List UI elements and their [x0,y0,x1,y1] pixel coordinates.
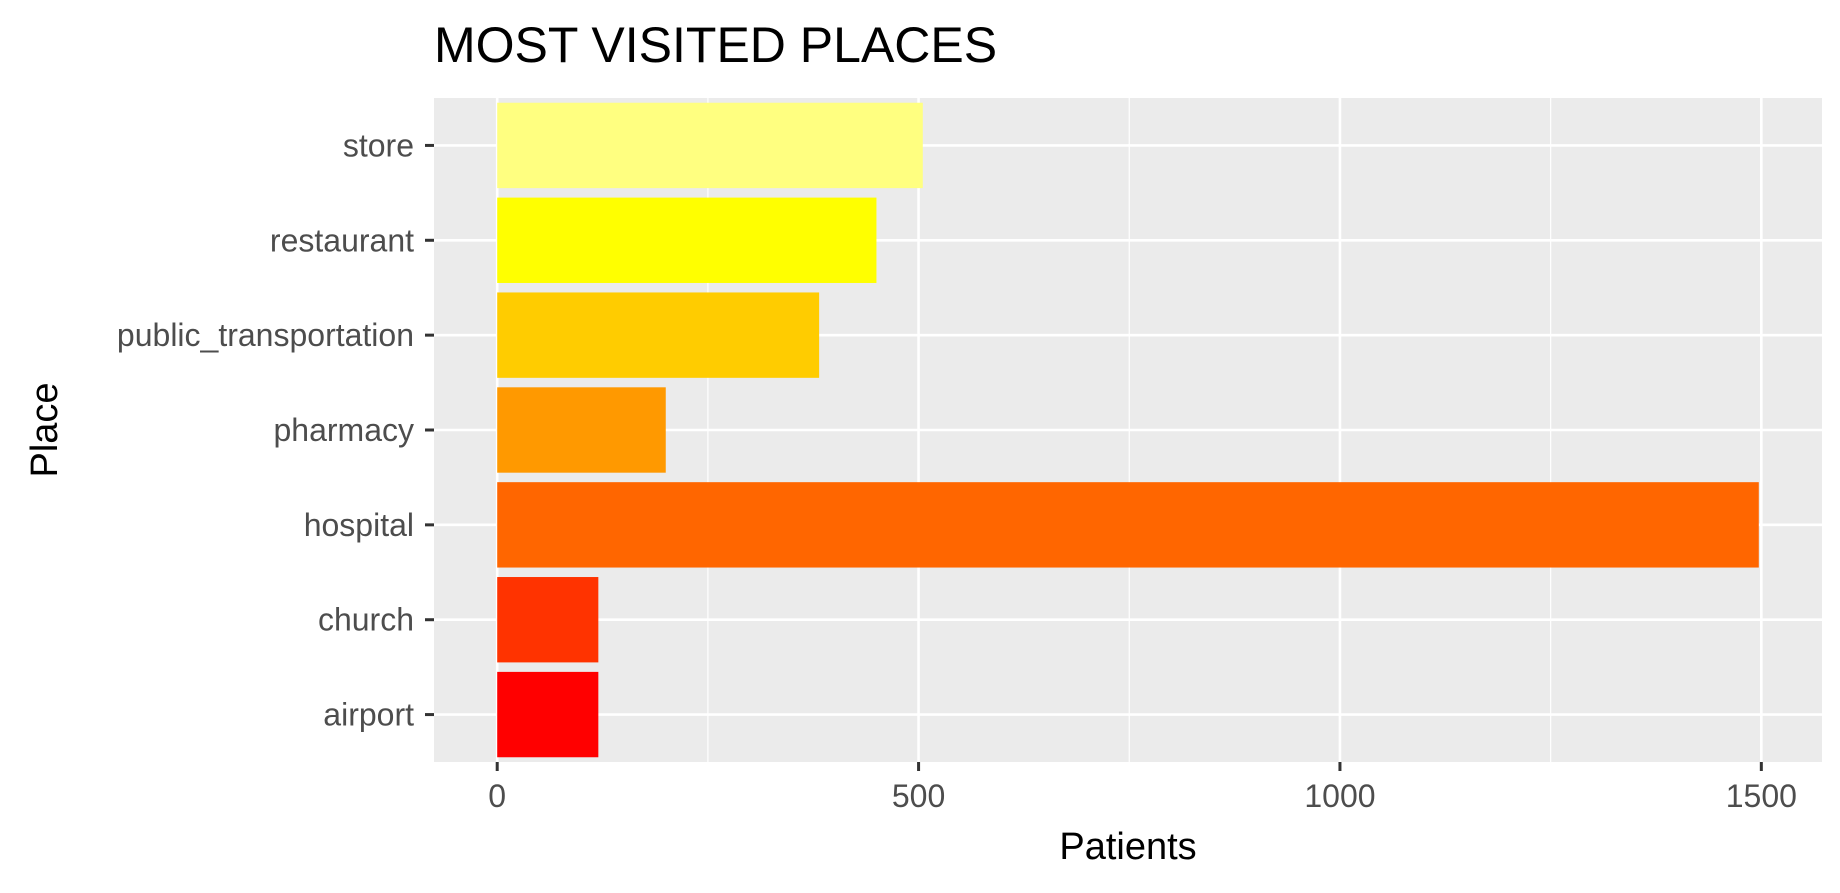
bar-airport [497,672,598,757]
bar-church [497,577,598,662]
y-tick-label: hospital [304,507,414,543]
bar-restaurant [497,198,876,283]
bar-pharmacy [497,387,666,472]
y-tick-label: restaurant [270,222,414,258]
x-tick-label: 500 [892,778,945,814]
y-tick-label: airport [323,697,414,733]
bar-store [497,103,923,188]
y-axis: store restaurant public_transportationphar… [117,127,434,732]
y-tick-label: store [343,127,414,163]
y-tick-label: church [318,602,414,638]
x-tick-label: 1500 [1726,778,1797,814]
y-tick-label: public_transportation [117,317,414,353]
x-tick-label: 0 [488,778,506,814]
x-axis-title: Patients [1059,826,1196,868]
bar-hospital [497,482,1759,567]
x-axis: 0 500 1000 1500 [488,762,1797,814]
y-axis-title: Place [24,382,66,477]
chart-title: MOST VISITED PLACES [434,17,997,73]
bar-public_transportation [497,292,819,377]
y-tick-label: pharmacy [274,412,415,448]
x-tick-label: 1000 [1304,778,1375,814]
